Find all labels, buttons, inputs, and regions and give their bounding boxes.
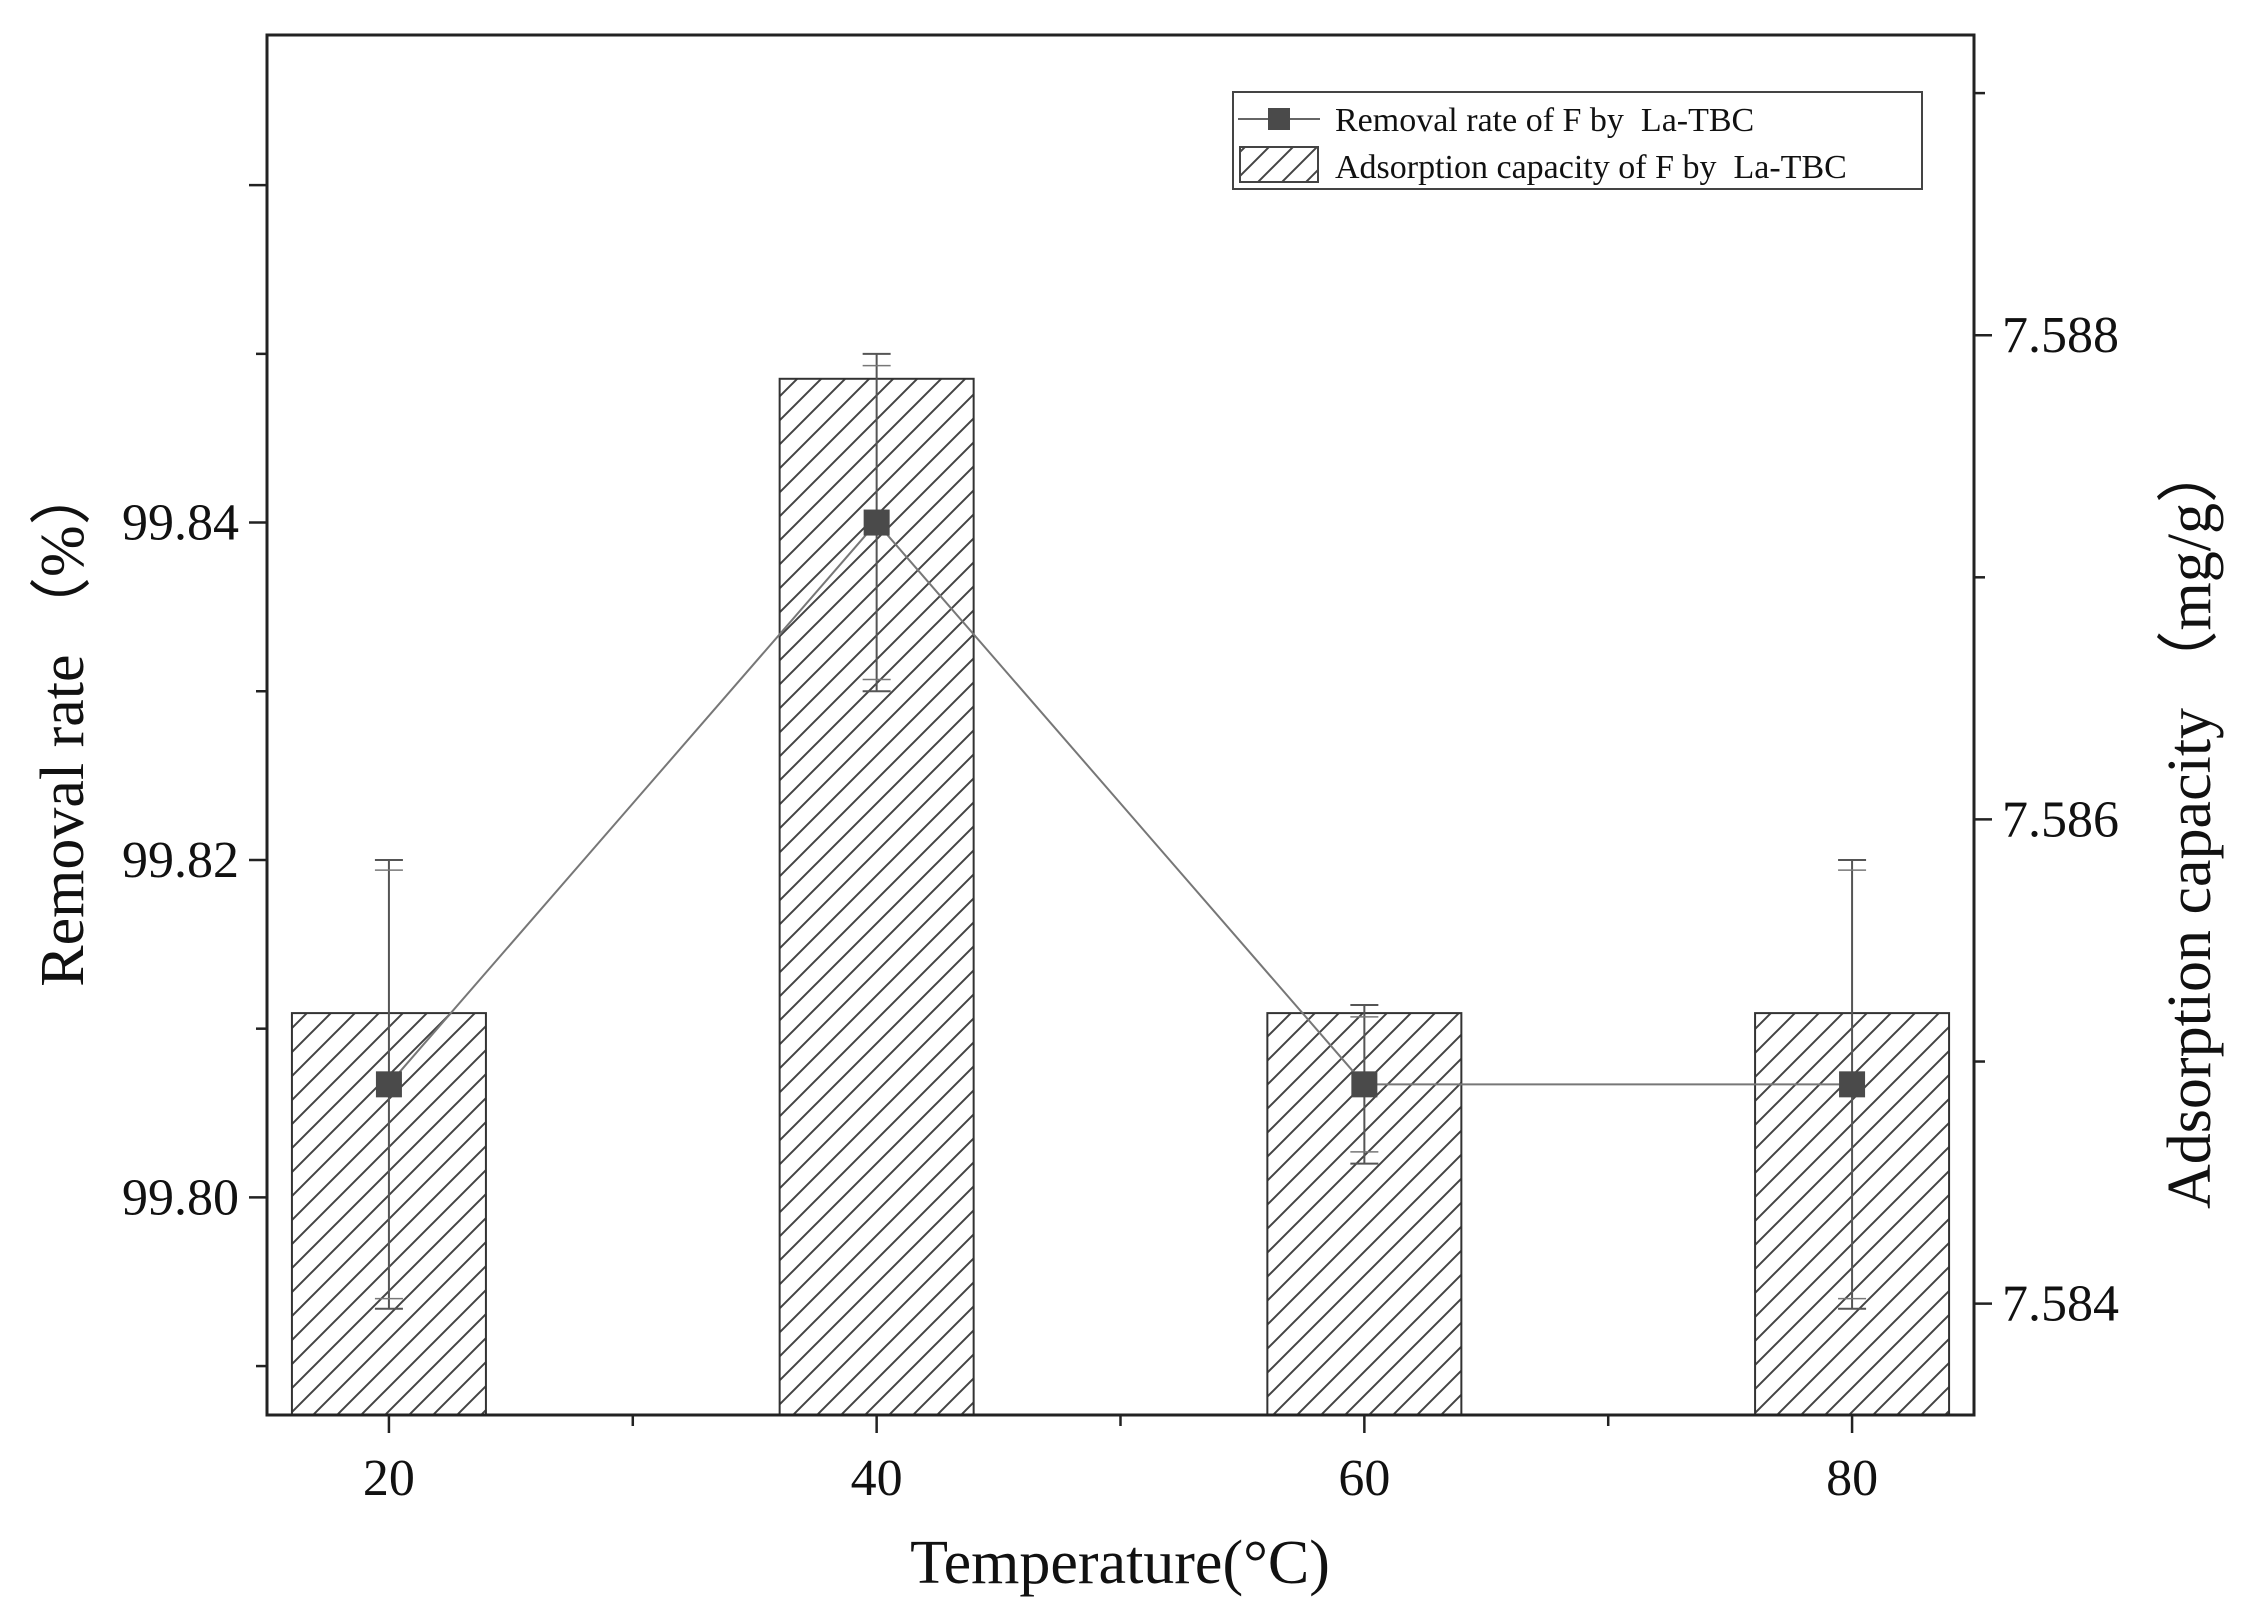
legend-label-adsorption-capacity: Adsorption capacity of F by La-TBC	[1335, 149, 1847, 186]
line-layer	[388, 521, 1853, 1086]
y-tick-label-99.82: 99.82	[122, 832, 239, 889]
removal-rate-point-80	[1839, 1071, 1866, 1098]
legend-box	[1232, 91, 1923, 190]
legend-hatch-swatch	[1239, 146, 1319, 183]
x-tick-label-60: 60	[1338, 1450, 1390, 1507]
removal-rate-point-20	[375, 1071, 402, 1098]
y-tick-label-99.80: 99.80	[122, 1169, 239, 1226]
removal-rate-point-60	[1351, 1071, 1378, 1098]
y2-tick-label-7.586: 7.586	[2002, 791, 2119, 848]
y2-tick-label-7.588: 7.588	[2002, 307, 2119, 364]
y-tick-label-99.84: 99.84	[122, 495, 239, 552]
errorbar-layer	[374, 352, 1867, 1310]
legend-marker-square	[1268, 108, 1290, 130]
marker-layer	[375, 509, 1866, 1098]
bars-layer	[290, 377, 1951, 1417]
x-axis-title: Temperature(°C)	[910, 1529, 1330, 1597]
y-axis-title: Removal rate （%）	[29, 463, 97, 986]
legend: Removal rate of F by La-TBC Adsorption c…	[1232, 91, 1923, 190]
y2-tick-label-7.584: 7.584	[2002, 1276, 2119, 1333]
x-tick-label-80: 80	[1826, 1450, 1878, 1507]
removal-rate-line	[388, 521, 1853, 1086]
axes-layer: 20 40 60 80 99.80 99.82 99.84 7.584 7.586 7.588	[122, 91, 2119, 1507]
legend-label-removal-rate: Removal rate of F by La-TBC	[1335, 102, 1754, 139]
x-tick-label-40: 40	[851, 1450, 903, 1507]
y2-axis-title: Adsorption capacity （mg/g）	[2156, 441, 2224, 1209]
x-tick-label-20: 20	[363, 1450, 415, 1507]
removal-rate-point-40	[863, 509, 890, 536]
plot-frame	[265, 33, 1976, 1417]
